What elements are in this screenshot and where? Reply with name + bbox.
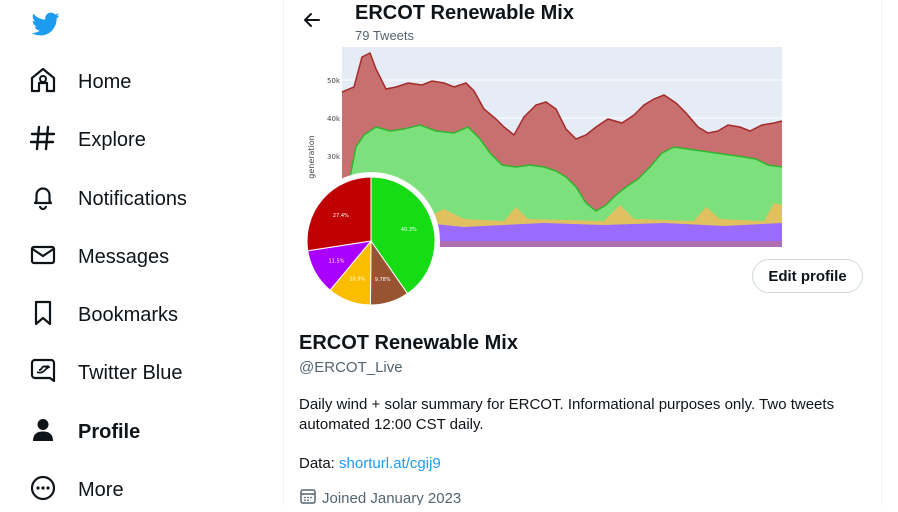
nav-profile[interactable]: Profile — [28, 410, 140, 454]
nav-twitter-blue-label: Twitter Blue — [78, 361, 183, 384]
nav-more[interactable]: More — [28, 468, 124, 512]
envelope-icon — [28, 240, 58, 275]
edit-profile-button[interactable]: Edit profile — [752, 259, 863, 293]
nav-messages[interactable]: Messages — [28, 235, 169, 279]
profile-avatar[interactable]: 40.3% 9.78% 10.9% 11.5% 27.4% — [302, 172, 440, 310]
profile-column: ERCOT Renewable Mix 79 Tweets 50k 40k 30… — [284, 0, 881, 505]
nav-twitter-blue[interactable]: Twitter Blue — [28, 351, 182, 395]
profile-banner[interactable]: 50k 40k 30k generation type Coal and Lig… — [304, 43, 871, 247]
arrow-left-icon — [302, 10, 322, 35]
nav-bookmarks[interactable]: Bookmarks — [28, 293, 178, 337]
nav-notifications-label: Notifications — [78, 187, 187, 210]
banner-chart: 50k 40k 30k generation type Coal and Lig… — [304, 43, 871, 247]
nav-explore-label: Explore — [78, 128, 146, 151]
pie-slice — [306, 176, 372, 252]
calendar-icon — [299, 487, 322, 505]
profile-name: ERCOT Renewable Mix — [299, 332, 518, 354]
nav-profile-label: Profile — [78, 420, 141, 443]
bookmark-icon — [28, 298, 58, 333]
avatar-pie-chart: 40.3% 9.78% 10.9% 11.5% 27.4% — [306, 176, 436, 306]
profile-data-line: Data: shorturl.at/cgij9 — [299, 455, 441, 472]
nav-notifications[interactable]: Notifications — [28, 177, 187, 221]
sidebar: Home Explore Notifications Messages Book… — [0, 0, 283, 505]
nav-messages-label: Messages — [78, 245, 170, 268]
nav-bookmarks-label: Bookmarks — [78, 303, 179, 326]
pie-label: 27.4% — [333, 213, 349, 219]
header-title: ERCOT Renewable Mix — [355, 2, 574, 24]
nav-home-label: Home — [78, 70, 132, 93]
hashtag-icon — [28, 123, 58, 158]
twitter-logo-icon[interactable] — [30, 10, 62, 38]
divider — [283, 0, 284, 505]
pie-label: 40.3% — [401, 227, 417, 233]
y-axis-label: generation — [307, 135, 316, 179]
data-link[interactable]: shorturl.at/cgij9 — [339, 455, 441, 472]
profile-handle: @ERCOT_Live — [299, 359, 403, 376]
nav-home[interactable]: Home — [28, 60, 131, 104]
tweet-count: 79 Tweets — [355, 28, 415, 43]
twitter-blue-icon — [28, 356, 58, 391]
data-label: Data: — [299, 455, 340, 472]
y-tick: 30k — [327, 153, 341, 161]
pie-label: 9.78% — [375, 277, 391, 283]
joined-date: Joined January 2023 — [322, 489, 462, 506]
bell-icon — [28, 182, 58, 217]
profile-bio: Daily wind + solar summary for ERCOT. In… — [299, 396, 835, 433]
y-tick: 50k — [327, 77, 341, 85]
back-button[interactable] — [298, 8, 326, 36]
nav-explore[interactable]: Explore — [28, 118, 146, 162]
pie-label: 10.9% — [349, 276, 365, 282]
profile-joined: Joined January 2023 — [299, 487, 461, 505]
pie-label: 11.5% — [329, 259, 345, 265]
pie-slice — [370, 176, 436, 295]
home-icon — [28, 65, 58, 100]
y-tick: 40k — [327, 115, 341, 123]
nav-more-label: More — [78, 478, 124, 501]
divider — [881, 0, 882, 505]
more-circle-icon — [28, 473, 58, 508]
person-icon — [28, 415, 58, 450]
